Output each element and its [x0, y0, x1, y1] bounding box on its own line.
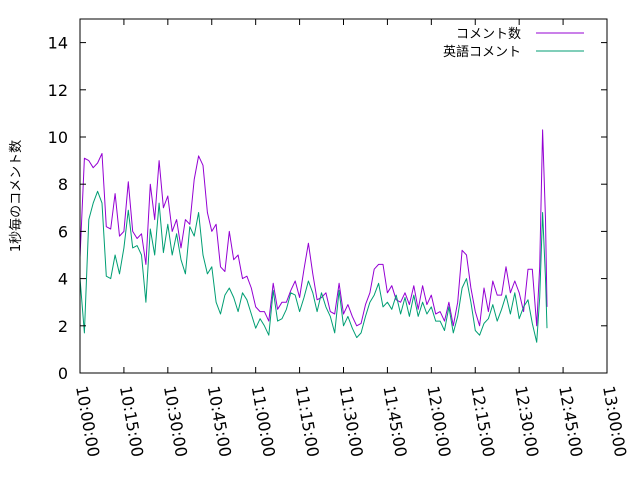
y-axis-label: 1秒毎のコメント数 [8, 140, 24, 252]
ticks-layer: 0 2 4 6 8 10 12 14 10:00:00 10:15:00 10:30:00 10:45… [48, 19, 630, 458]
y-tick-label: 2 [58, 317, 68, 336]
x-tick-label: 10:30:00 [160, 384, 191, 458]
plot-frame [79, 18, 608, 374]
y-tick-label: 10 [48, 128, 68, 147]
series-line-2 [79, 190, 548, 343]
x-tick-label: 10:15:00 [116, 384, 147, 458]
series-line-1 [79, 129, 548, 327]
x-tick-label: 12:15:00 [467, 384, 498, 458]
x-tick-label: 12:45:00 [555, 384, 586, 458]
legend-label-2: 英語コメント [443, 44, 521, 60]
x-tick-label: 13:00:00 [599, 384, 630, 458]
x-tick-label: 10:45:00 [204, 384, 235, 458]
x-tick-label: 10:00:00 [72, 384, 103, 458]
x-tick-label: 12:30:00 [511, 384, 542, 458]
y-tick-label: 12 [48, 81, 68, 100]
legend-label-1: コメント数 [456, 27, 521, 42]
x-tick-label: 11:45:00 [379, 384, 410, 458]
y-tick-label: 14 [48, 34, 68, 53]
x-tick-label: 11:00:00 [248, 384, 279, 458]
y-tick-label: 6 [58, 222, 68, 241]
series-layer [79, 129, 548, 343]
y-tick-label: 4 [58, 270, 68, 289]
x-tick-label: 11:30:00 [336, 384, 367, 458]
x-tick-label: 12:00:00 [423, 384, 454, 458]
y-tick-label: 8 [58, 175, 68, 194]
y-tick-label: 0 [58, 364, 68, 383]
x-tick-label: 11:15:00 [292, 384, 323, 458]
